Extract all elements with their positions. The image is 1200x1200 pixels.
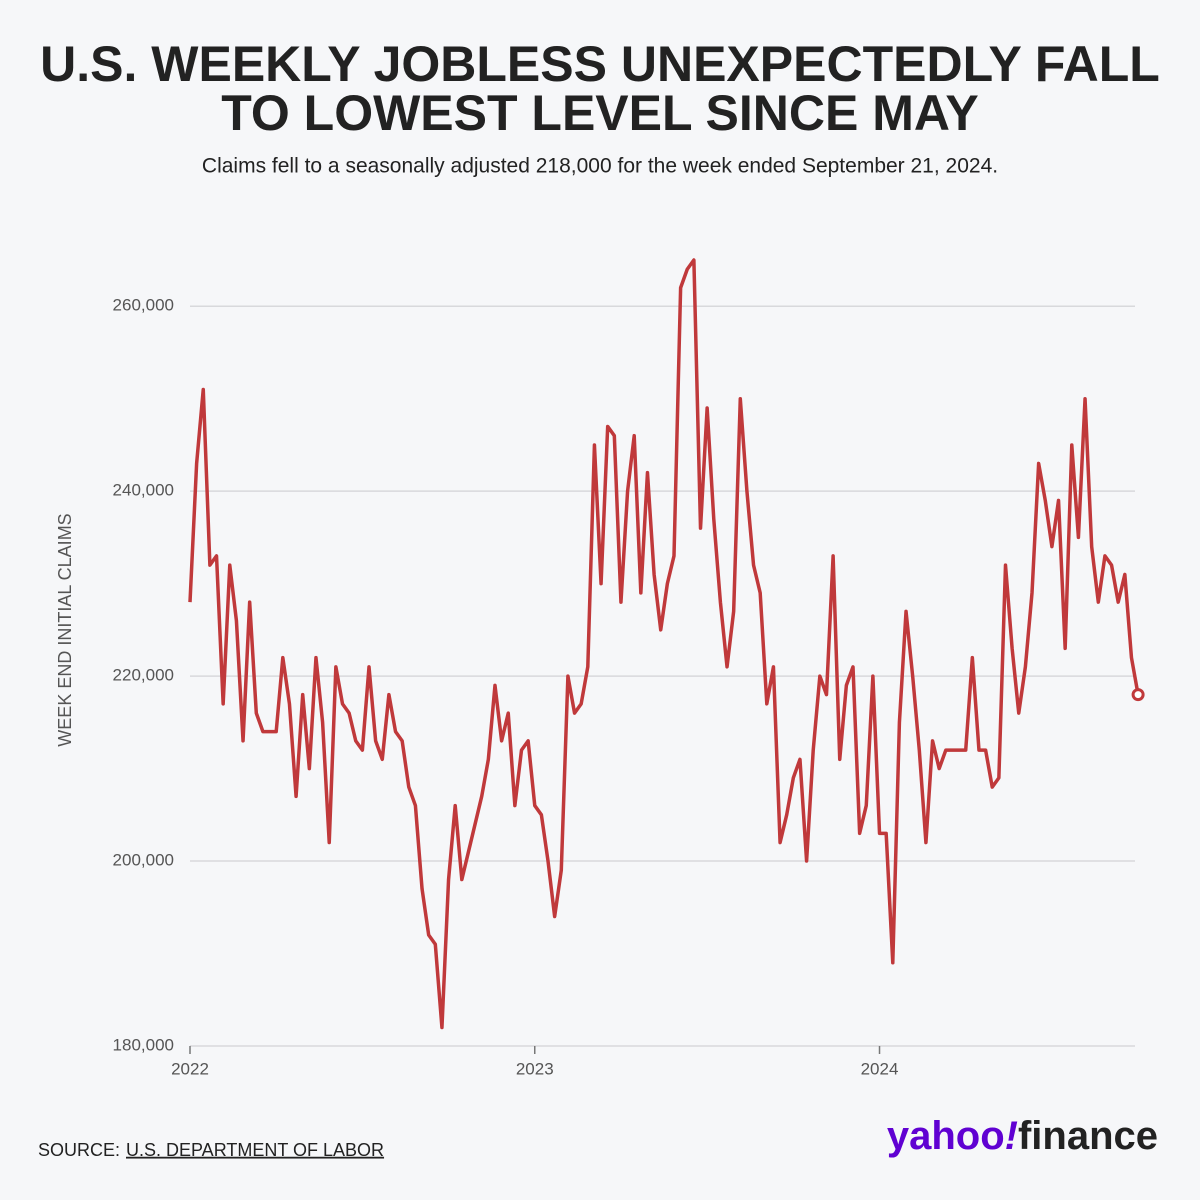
y-tick-label: 180,000 (113, 1035, 174, 1054)
chart-title: U.S. WEEKLY JOBLESS UNEXPECTEDLY FALL (40, 36, 1160, 92)
logo-part: finance (1018, 1114, 1158, 1158)
logo-part: ! (1005, 1114, 1018, 1158)
chart-title: TO LOWEST LEVEL SINCE MAY (221, 85, 979, 141)
source-label: SOURCE: (38, 1140, 120, 1160)
end-marker (1131, 688, 1145, 702)
line (188, 258, 1140, 1030)
y-tick-label: 260,000 (113, 296, 174, 315)
y-tick-label: 240,000 (113, 481, 174, 500)
x-tick-label: 2023 (516, 1059, 554, 1078)
x-tick-label: 2024 (861, 1059, 899, 1078)
y-axis-label: WEEK END INITIAL CLAIMS (55, 513, 75, 746)
y-tick-label: 220,000 (113, 666, 174, 685)
source: U.S. DEPARTMENT OF LABOR (126, 1140, 384, 1160)
logo-part: yahoo (887, 1114, 1005, 1158)
x-tick-label: 2022 (171, 1059, 209, 1078)
chart-subtitle: Claims fell to a seasonally adjusted 218… (202, 155, 998, 178)
logo: yahoo!finance (887, 1114, 1158, 1158)
y-tick-label: 200,000 (113, 851, 174, 870)
